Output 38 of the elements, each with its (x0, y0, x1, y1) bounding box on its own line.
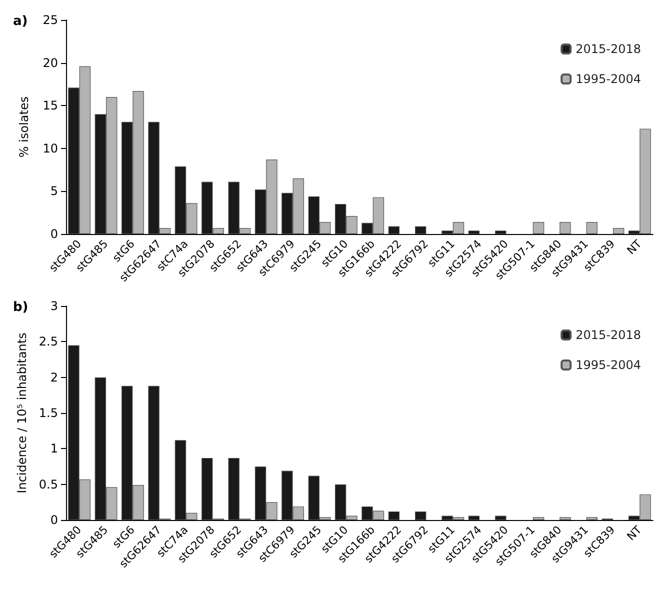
bar (388, 226, 400, 234)
bar (560, 222, 571, 234)
y-tick-label: 3 (50, 299, 58, 313)
bar (495, 516, 506, 520)
x-tick-label: NT (624, 237, 644, 258)
bar (495, 230, 506, 234)
chart-title: b) (13, 300, 28, 315)
y-tick-label: 10 (42, 141, 58, 156)
bar (468, 230, 480, 234)
y-tick-label: 20 (42, 56, 58, 70)
y-tick-label: 0 (50, 513, 58, 527)
bar (560, 517, 571, 520)
legend-label: 1995-2004 (576, 358, 642, 372)
y-tick-label: 0.5 (38, 477, 58, 492)
y-tick-label: 15 (42, 98, 58, 113)
bar (388, 511, 400, 520)
legend-label: 2015-2018 (576, 42, 642, 56)
y-tick-label: 1 (50, 442, 58, 456)
bar (612, 228, 624, 234)
y-axis-title: % isolates (17, 96, 31, 158)
bar (532, 222, 544, 234)
legend-label: 1995-2004 (576, 72, 642, 86)
bar (532, 517, 544, 520)
bar (586, 517, 598, 520)
y-tick-label: 5 (50, 184, 58, 198)
y-tick-label: 2 (50, 370, 58, 384)
bar (468, 516, 480, 520)
y-tick-label: 0 (50, 227, 58, 241)
chart-title: a) (13, 14, 28, 29)
legend-label: 2015-2018 (576, 328, 642, 342)
y-tick-label: 2.5 (38, 334, 58, 349)
bar (586, 222, 598, 234)
y-axis-title: Incidence / 10⁵ inhabitants (15, 332, 30, 494)
y-tick-label: 1.5 (38, 406, 58, 420)
y-tick-label: 25 (42, 13, 58, 27)
bar (415, 226, 426, 234)
bar (415, 511, 426, 520)
x-tick-label: NT (624, 523, 644, 544)
